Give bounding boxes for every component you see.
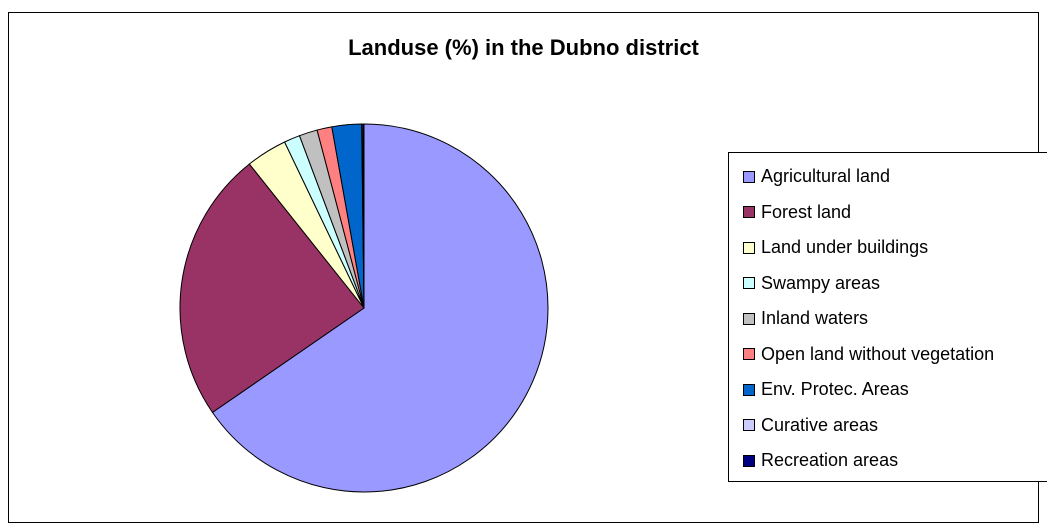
legend-swatch — [743, 348, 755, 361]
legend-label: Land under buildings — [761, 237, 929, 258]
legend-item: Recreation areas — [743, 443, 1047, 479]
legend-label: Agricultural land — [761, 166, 891, 187]
legend-swatch — [743, 277, 755, 290]
pie-slice-0 — [211, 123, 549, 493]
legend: Agricultural land Forest land Land under b… — [728, 152, 1047, 482]
legend-swatch — [743, 383, 755, 396]
legend-item: Forest land — [743, 195, 1047, 231]
pie-slice-8 — [362, 123, 365, 309]
legend-item: Agricultural land — [743, 159, 1047, 195]
legend-label: Open land without vegetation — [761, 343, 995, 364]
legend-item: Open land without vegetation — [743, 337, 1047, 373]
legend-swatch — [743, 454, 755, 467]
legend-swatch — [743, 241, 755, 254]
legend-swatch — [743, 419, 755, 432]
chart-title: Landuse (%) in the Dubno district — [348, 35, 699, 60]
legend-item: Env. Protec. Areas — [743, 372, 1047, 408]
legend-label: Env. Protec. Areas — [761, 379, 909, 400]
chart-area: Landuse (%) in the Dubno district Agricu… — [8, 12, 1047, 523]
legend-swatch — [743, 312, 755, 325]
legend-label: Inland waters — [761, 308, 869, 329]
legend-item: Inland waters — [743, 301, 1047, 337]
legend-item: Land under buildings — [743, 230, 1047, 266]
pie-chart — [179, 123, 549, 493]
legend-item: Curative areas — [743, 408, 1047, 444]
legend-label: Swampy areas — [761, 272, 881, 293]
legend-label: Recreation areas — [761, 450, 899, 471]
legend-swatch — [743, 170, 755, 183]
legend-label: Curative areas — [761, 414, 879, 435]
legend-swatch — [743, 206, 755, 219]
pie-slice-1 — [179, 163, 365, 414]
legend-label: Forest land — [761, 201, 852, 222]
legend-item: Swampy areas — [743, 266, 1047, 302]
